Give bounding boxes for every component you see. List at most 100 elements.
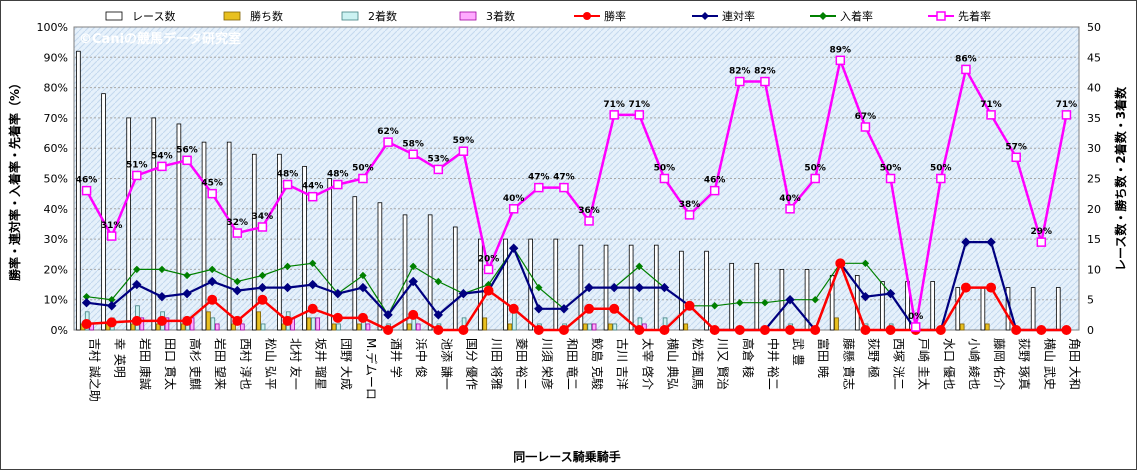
bar-レース数 bbox=[101, 93, 106, 331]
category-label: 酒井 学 bbox=[389, 338, 404, 378]
data-label: 57% bbox=[1005, 142, 1027, 152]
point-連対率 bbox=[609, 282, 619, 293]
bar-レース数 bbox=[980, 287, 986, 331]
point-勝率 bbox=[106, 317, 117, 328]
line-連対率 bbox=[86, 241, 1067, 333]
point-先着率 bbox=[785, 204, 795, 214]
bar-レース数 bbox=[126, 117, 131, 331]
data-label: 50% bbox=[930, 164, 952, 174]
point-勝率 bbox=[332, 312, 343, 323]
point-先着率 bbox=[760, 76, 770, 87]
data-label: 20% bbox=[478, 254, 500, 264]
point-勝率 bbox=[785, 325, 796, 335]
right-tick-label: 45 bbox=[1087, 51, 1101, 64]
point-勝率 bbox=[458, 325, 469, 335]
category-label: 武 豊 bbox=[791, 338, 805, 366]
category-label: 国分 優作 bbox=[464, 338, 478, 390]
category-label: 松若 風馬 bbox=[691, 338, 705, 390]
point-勝率 bbox=[885, 325, 896, 335]
data-label: 45% bbox=[201, 179, 223, 189]
bar-レース数 bbox=[704, 250, 709, 331]
left-tick-label: 60% bbox=[44, 142, 68, 155]
point-勝率 bbox=[433, 325, 444, 335]
legend-swatch bbox=[459, 11, 477, 21]
point-先着率 bbox=[433, 164, 444, 175]
data-labels: 46%31%51%54%56%45%32%34%48%44%48%50%62%5… bbox=[76, 45, 1077, 322]
bar-2着数 bbox=[210, 317, 216, 331]
point-入着率 bbox=[635, 262, 644, 271]
data-label: 46% bbox=[704, 176, 726, 186]
category-label: 和田 竜二 bbox=[565, 338, 579, 390]
point-入着率 bbox=[409, 262, 417, 271]
point-先着率 bbox=[634, 110, 645, 120]
bar-3着数 bbox=[591, 323, 597, 331]
bar-勝ち数 bbox=[306, 317, 312, 331]
point-連対率 bbox=[157, 291, 167, 302]
legend: レース数 勝ち数 2着数 3着数 勝率 連対率 入着率 先着率 bbox=[105, 9, 991, 23]
category-label: 川田 将雅 bbox=[490, 338, 505, 390]
data-label: 40% bbox=[503, 194, 525, 204]
point-勝率 bbox=[634, 325, 645, 335]
line-勝率 bbox=[86, 259, 1067, 332]
bar-レース数 bbox=[201, 141, 207, 331]
point-入着率 bbox=[861, 259, 870, 268]
bar-勝ち数 bbox=[256, 311, 261, 331]
bar-レース数 bbox=[251, 153, 257, 331]
bar-勝ち数 bbox=[507, 323, 513, 331]
category-label: 小崎 綾也 bbox=[967, 338, 982, 390]
category-label: 中井 裕二 bbox=[766, 338, 781, 390]
legend-marker bbox=[936, 11, 946, 21]
point-先着率 bbox=[986, 110, 996, 120]
point-連対率 bbox=[508, 243, 519, 253]
point-勝率 bbox=[709, 325, 720, 335]
bar-勝ち数 bbox=[608, 323, 613, 331]
point-入着率 bbox=[811, 295, 819, 304]
point-勝率 bbox=[810, 325, 821, 335]
point-入着率 bbox=[208, 265, 216, 274]
point-先着率 bbox=[961, 64, 971, 75]
point-先着率 bbox=[182, 155, 192, 166]
point-先着率 bbox=[659, 173, 670, 184]
bar-勝ち数 bbox=[985, 323, 990, 331]
point-勝率 bbox=[935, 325, 946, 335]
point-入着率 bbox=[359, 271, 367, 280]
point-先着率 bbox=[483, 264, 494, 275]
legend-label: 連対率 bbox=[722, 9, 755, 23]
point-入着率 bbox=[736, 299, 744, 307]
left-tick-label: 40% bbox=[44, 203, 68, 216]
data-label: 40% bbox=[779, 194, 801, 204]
category-label: 戸崎 圭太 bbox=[917, 338, 932, 390]
legend-swatch bbox=[223, 11, 241, 21]
left-tick-label: 100% bbox=[37, 21, 68, 34]
point-先着率 bbox=[358, 173, 368, 184]
right-tick-label: 50 bbox=[1087, 21, 1101, 34]
bar-勝ち数 bbox=[356, 323, 362, 331]
category-label: 北村 友一 bbox=[289, 338, 303, 390]
x-axis-title: 同一レース騎乗騎手 bbox=[513, 449, 620, 464]
point-勝率 bbox=[659, 325, 670, 335]
plot-area bbox=[73, 26, 1080, 331]
data-label: 34% bbox=[252, 212, 274, 222]
point-先着率 bbox=[408, 149, 418, 160]
legend-label: 勝ち数 bbox=[250, 9, 283, 23]
legend-marker bbox=[819, 12, 827, 20]
data-label: 48% bbox=[277, 170, 299, 180]
point-先着率 bbox=[885, 173, 896, 184]
data-label: 89% bbox=[830, 45, 852, 55]
point-先着率 bbox=[910, 322, 921, 332]
bar-3着数 bbox=[415, 323, 421, 331]
point-連対率 bbox=[383, 310, 393, 320]
point-勝率 bbox=[156, 315, 167, 326]
point-先着率 bbox=[282, 179, 293, 190]
category-label: 横山 典弘 bbox=[665, 338, 679, 390]
point-先着率 bbox=[333, 179, 343, 190]
point-入着率 bbox=[434, 277, 443, 286]
left-axis-ticks: 0% 10% 20% 30% 40% 50% 60% 70% 80% 90% 100% bbox=[37, 21, 68, 337]
point-入着率 bbox=[710, 302, 719, 310]
point-先着率 bbox=[1061, 110, 1072, 120]
category-label: 吉村 誠之助 bbox=[88, 338, 102, 402]
data-label: 71% bbox=[629, 100, 651, 110]
category-label: 川又 賢治 bbox=[716, 338, 730, 390]
bar-2着数 bbox=[587, 323, 592, 331]
